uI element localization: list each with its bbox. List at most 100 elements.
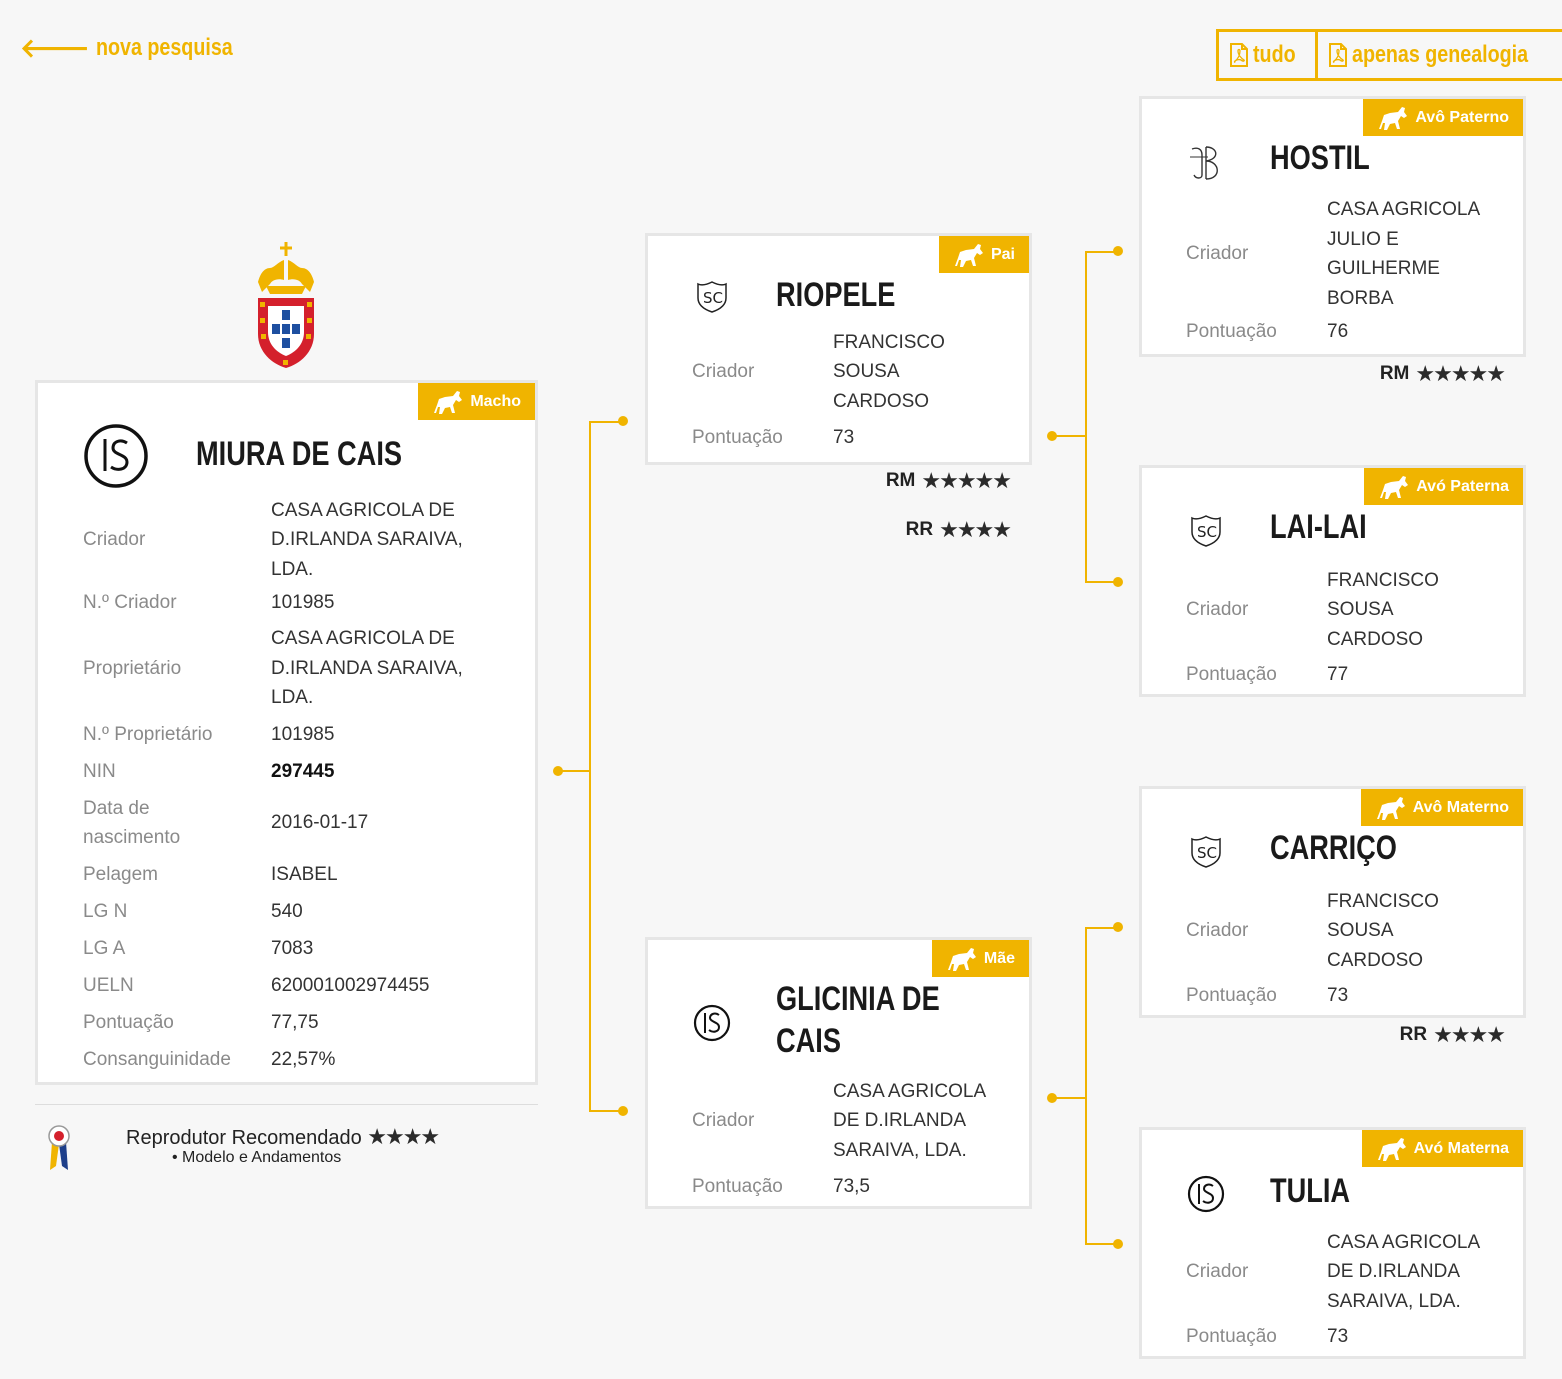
relation-badge: Pai <box>938 236 1029 273</box>
detail-label: Consanguinidade <box>83 1048 231 1070</box>
maternal-grandfather-card: Avô Materno SC CARRIÇO Criador FRANCISCO … <box>1139 786 1526 1018</box>
pdf-all-button[interactable]: tudo <box>1216 29 1318 81</box>
main-horse-card: Macho MIURA DE CAIS Criador CASA AGRICOLA… <box>35 380 538 1085</box>
detail-row: Criador CASA AGRICOLA DE D.IRLANDA SARAIV… <box>83 496 503 584</box>
detail-label: Pontuação <box>83 1011 174 1033</box>
svg-text:SC: SC <box>703 289 723 307</box>
horse-icon <box>947 947 976 971</box>
detail-value: FRANCISCO SOUSA CARDOSO <box>1327 569 1439 650</box>
horse-icon <box>1379 106 1408 130</box>
detail-label: Pontuação <box>692 1176 783 1197</box>
rating-rr: RR ★★★★ <box>1400 1022 1506 1048</box>
horse-details: Criador FRANCISCO SOUSA CARDOSO Pontuação… <box>1186 564 1506 694</box>
detail-row: Proprietário CASA AGRICOLA DE D.IRLANDA S… <box>83 621 503 716</box>
detail-label: Pontuação <box>692 427 783 448</box>
detail-row: LG N 540 <box>83 893 503 930</box>
detail-label: Criador <box>1186 243 1249 264</box>
is-brand-icon <box>693 1004 731 1042</box>
maternal-grandmother-card: Avó Materna TULIA Criador CASA AGRICOLA D… <box>1139 1127 1526 1359</box>
recommended-item: • Modelo e Andamentos <box>172 1149 342 1166</box>
horse-name: CARRIÇO <box>1270 829 1397 867</box>
horse-icon <box>1377 1137 1406 1161</box>
rating-label: RM <box>1379 363 1410 384</box>
detail-row: Criador CASA AGRICOLA DE D.IRLANDA SARAIV… <box>1186 1226 1506 1318</box>
apsl-emblem-logo <box>258 242 314 368</box>
paternal-grandmother-card: Avó Paterna SC LAI-LAI Criador FRANCISCO … <box>1139 465 1526 697</box>
horse-details: Criador CASA AGRICOLA DE D.IRLANDA SARAIV… <box>83 496 503 1078</box>
relation-badge: Avô Paterno <box>1363 99 1523 136</box>
star-rating: ★★★★★ <box>1415 361 1506 386</box>
detail-row: Consanguinidade 22,57% <box>83 1041 503 1078</box>
connector-dot <box>1113 246 1123 256</box>
sc-brand-icon: SC <box>1191 836 1221 868</box>
detail-value: CASA AGRICOLA DE D.IRLANDA SARAIVA, LDA. <box>833 1080 986 1161</box>
detail-row: LG A 7083 <box>83 930 503 967</box>
connector-dot <box>618 416 628 426</box>
jb-brand-icon <box>1190 146 1218 180</box>
detail-value: 7083 <box>271 937 314 959</box>
sc-brand-icon: SC <box>1191 515 1221 547</box>
detail-label: Criador <box>1186 1261 1249 1282</box>
detail-value: ISABEL <box>271 863 338 885</box>
detail-label: Criador <box>1186 599 1249 620</box>
detail-value: 620001002974455 <box>271 974 430 996</box>
horse-name: HOSTIL <box>1270 139 1370 177</box>
connector-dot <box>618 1106 628 1116</box>
detail-label: Criador <box>692 1110 755 1131</box>
arrow-left-icon: 🡐 <box>20 33 90 63</box>
star-rating: ★★★★ <box>1433 1022 1506 1047</box>
rating-rm: RM ★★★★★ <box>885 468 1012 494</box>
recommended-breeder: Reprodutor Recomendado ★★★★ <box>126 1124 440 1150</box>
detail-row: Pontuação 73 <box>1186 1318 1506 1356</box>
detail-value: 540 <box>271 900 303 922</box>
detail-row: UELN 620001002974455 <box>83 967 503 1004</box>
detail-label: Pontuação <box>1186 321 1277 342</box>
relation-badge-label: Avô Paterno <box>1415 108 1509 126</box>
horse-name: RIOPELE <box>776 276 896 314</box>
detail-value: 22,57% <box>271 1048 336 1070</box>
detail-value: 77,75 <box>271 1011 319 1033</box>
back-link-label: nova pesquisa <box>95 34 233 61</box>
detail-value: FRANCISCO SOUSA CARDOSO <box>1327 890 1439 971</box>
detail-label: N.º Proprietário <box>83 723 213 745</box>
horse-icon <box>434 390 463 414</box>
detail-row: Pontuação 73 <box>692 416 1012 460</box>
connector-dot <box>1047 1093 1057 1103</box>
horse-icon <box>954 243 983 267</box>
is-brand-icon <box>1187 1175 1225 1213</box>
father-card: Pai SC RIOPELE Criador FRANCISCO SOUSA CA… <box>645 233 1032 465</box>
back-link[interactable]: 🡐 nova pesquisa <box>20 34 262 62</box>
detail-row: NIN 297445 <box>83 753 503 790</box>
detail-label: Criador <box>1186 920 1249 941</box>
horse-details: Criador CASA AGRICOLA JULIO E GUILHERME B… <box>1186 195 1506 351</box>
horse-name: GLICINIA DE CAIS <box>776 980 940 1060</box>
detail-row: Pontuação 73 <box>1186 977 1506 1015</box>
sc-brand-icon: SC <box>697 281 727 313</box>
detail-row: Pontuação 76 <box>1186 313 1506 351</box>
pdf-file-icon <box>1230 43 1248 67</box>
svg-text:SC: SC <box>1197 844 1217 862</box>
star-rating: ★★★★★ <box>921 468 1012 493</box>
rating-label: RM <box>885 470 916 491</box>
horse-details: Criador FRANCISCO SOUSA CARDOSO Pontuação… <box>1186 885 1506 1015</box>
connector-dot <box>553 766 563 776</box>
detail-value: 73 <box>1327 985 1349 1007</box>
pdf-genealogy-label: apenas genealogia <box>1351 41 1529 68</box>
sex-badge-label: Macho <box>470 392 521 410</box>
horse-name: LAI-LAI <box>1270 508 1367 546</box>
relation-badge: Avó Paterna <box>1364 468 1523 505</box>
detail-label: Criador <box>692 361 755 382</box>
pdf-file-icon <box>1328 43 1347 67</box>
relation-badge-label: Mãe <box>983 949 1015 967</box>
detail-row: Criador FRANCISCO SOUSA CARDOSO <box>1186 564 1506 656</box>
horse-name: MIURA DE CAIS <box>196 435 403 473</box>
relation-badge: Mãe <box>931 940 1029 977</box>
detail-value: 73,5 <box>833 1176 870 1198</box>
detail-row: Pelagem ISABEL <box>83 856 503 893</box>
detail-value: 101985 <box>271 591 335 613</box>
pdf-genealogy-button[interactable]: apenas genealogia <box>1314 29 1562 81</box>
relation-badge-label: Avó Materna <box>1413 1139 1509 1157</box>
relation-badge-label: Pai <box>990 245 1015 263</box>
detail-label: Criador <box>83 529 146 550</box>
is-brand-icon <box>84 424 148 488</box>
